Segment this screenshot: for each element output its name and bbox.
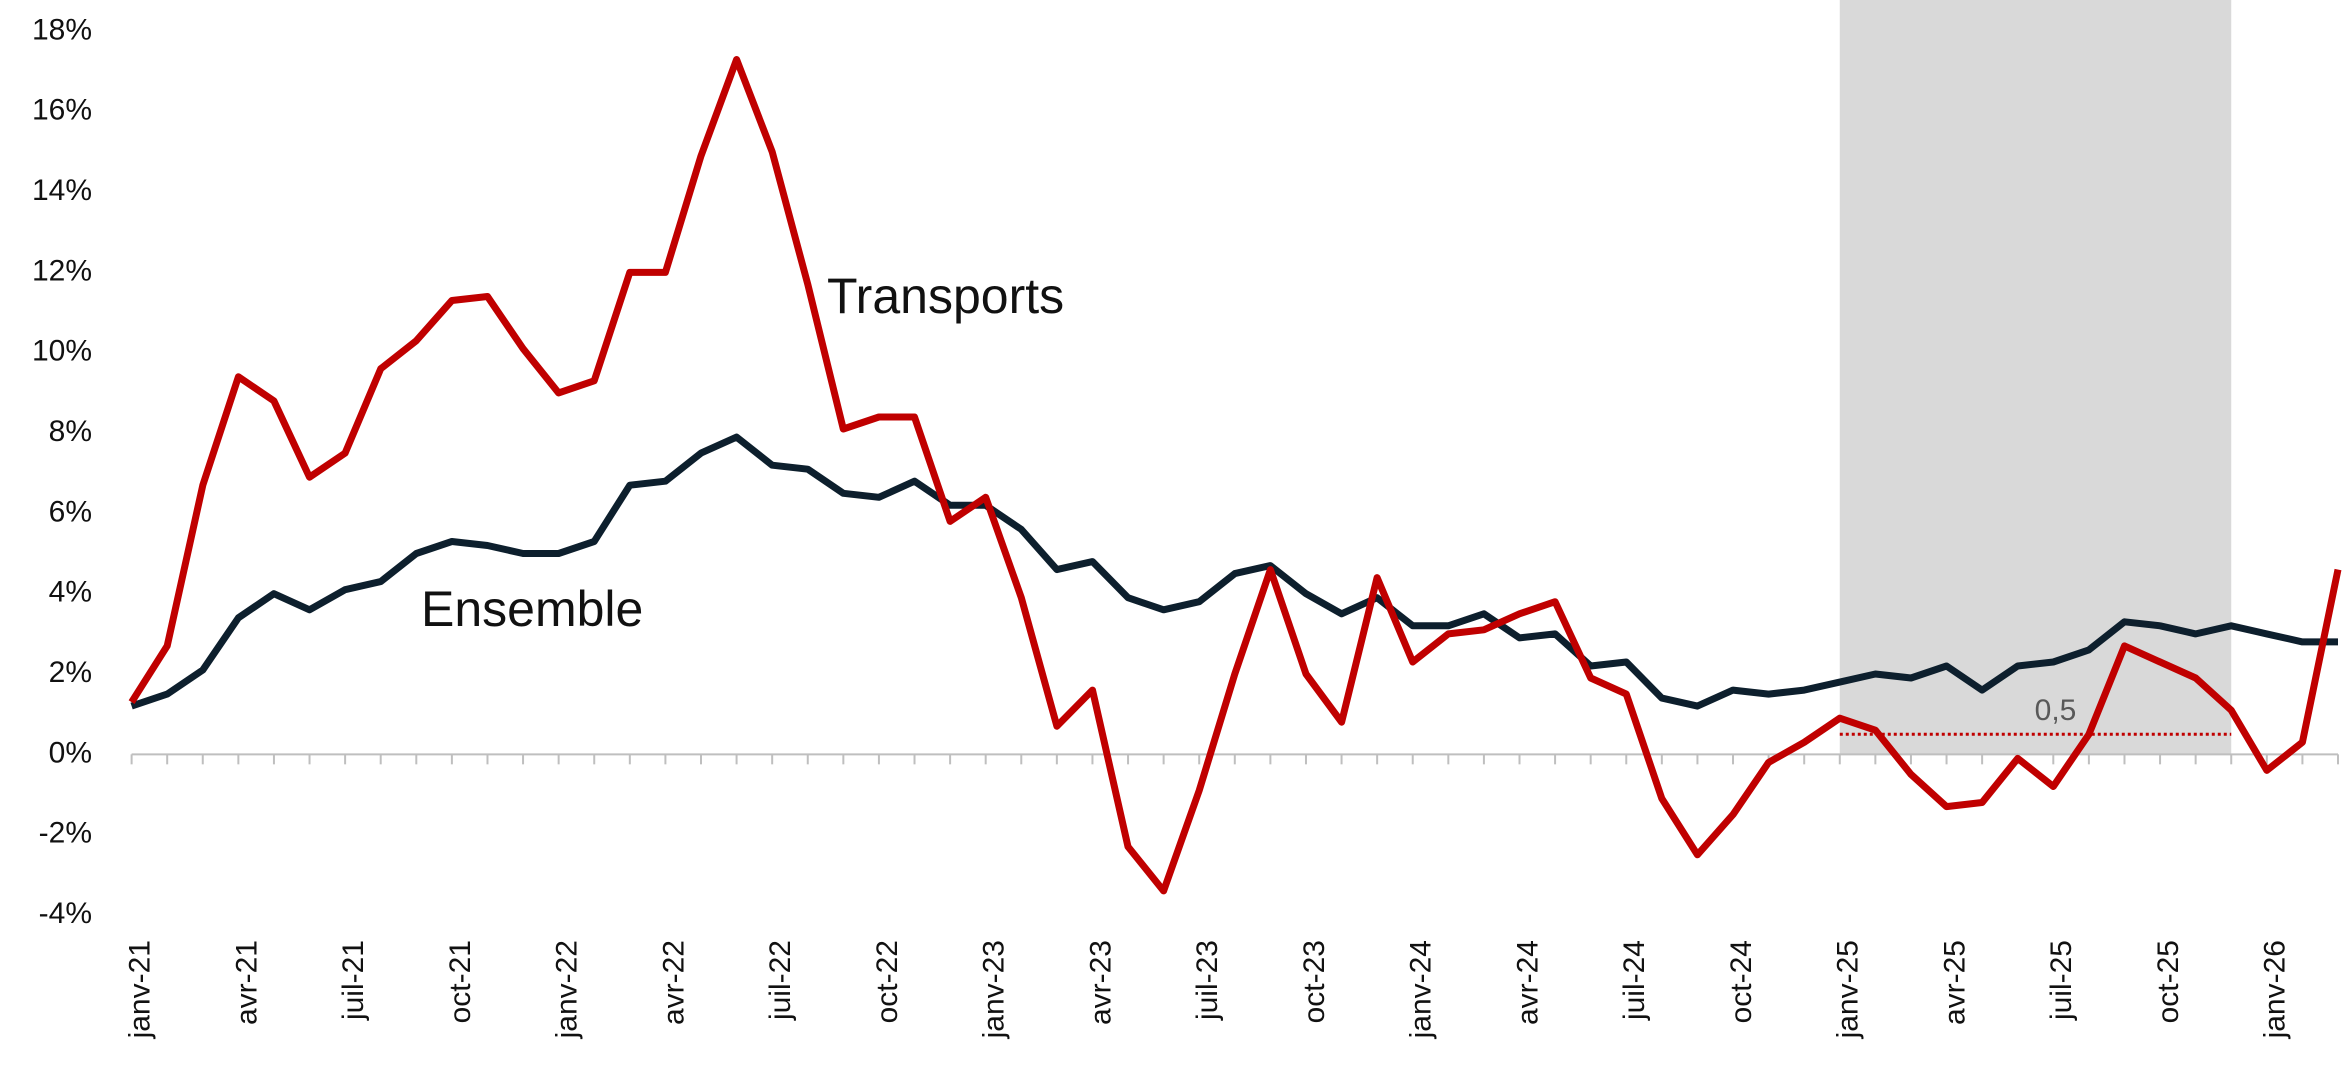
x-tick-label: janv-23: [978, 940, 1011, 1039]
x-tick-label: juil-24: [1618, 940, 1651, 1021]
y-tick-label: 8%: [49, 415, 92, 448]
reference-label: 0,5: [2035, 694, 2077, 727]
x-tick-label: oct-23: [1298, 940, 1331, 1023]
x-tick-label: oct-22: [871, 940, 904, 1023]
series-label: Ensemble: [421, 581, 643, 637]
y-tick-label: 18%: [32, 13, 92, 46]
y-tick-label: -2%: [39, 817, 92, 850]
series-label: Transports: [827, 268, 1064, 324]
y-tick-label: 10%: [32, 335, 92, 368]
x-tick-label: avr-25: [1938, 940, 1971, 1025]
shaded-period: [1839, 0, 2232, 755]
y-tick-label: 0%: [49, 736, 92, 769]
x-tick-label: avr-24: [1511, 940, 1544, 1025]
x-tick-label: janv-24: [1405, 940, 1438, 1039]
background-layer: [130, 0, 2339, 765]
x-tick-label: janv-21: [124, 940, 157, 1039]
x-tick-label: avr-23: [1084, 940, 1117, 1025]
y-tick-label: 16%: [32, 94, 92, 127]
x-tick-label: avr-22: [657, 940, 690, 1025]
x-tick-label: juil-25: [2045, 940, 2078, 1021]
x-tick-label: oct-25: [2152, 940, 2185, 1023]
y-tick-label: 12%: [32, 254, 92, 287]
y-tick-label: 14%: [32, 174, 92, 207]
x-tick-label: juil-22: [764, 940, 797, 1021]
x-tick-label: juil-23: [1191, 940, 1224, 1021]
y-tick-label: -4%: [39, 897, 92, 930]
x-tick-label: janv-26: [2259, 940, 2292, 1039]
y-tick-label: 6%: [49, 495, 92, 528]
x-tick-label: juil-21: [337, 940, 370, 1021]
x-tick-label: janv-22: [551, 940, 584, 1039]
series-line: [128, 56, 2342, 895]
y-tick-label: 2%: [49, 656, 92, 689]
x-tick-label: oct-21: [444, 940, 477, 1023]
series-line: [130, 433, 2338, 710]
x-tick-label: oct-24: [1725, 940, 1758, 1023]
y-tick-label: 4%: [49, 576, 92, 609]
x-tick-label: janv-25: [1832, 940, 1865, 1039]
x-tick-label: avr-21: [230, 940, 263, 1025]
